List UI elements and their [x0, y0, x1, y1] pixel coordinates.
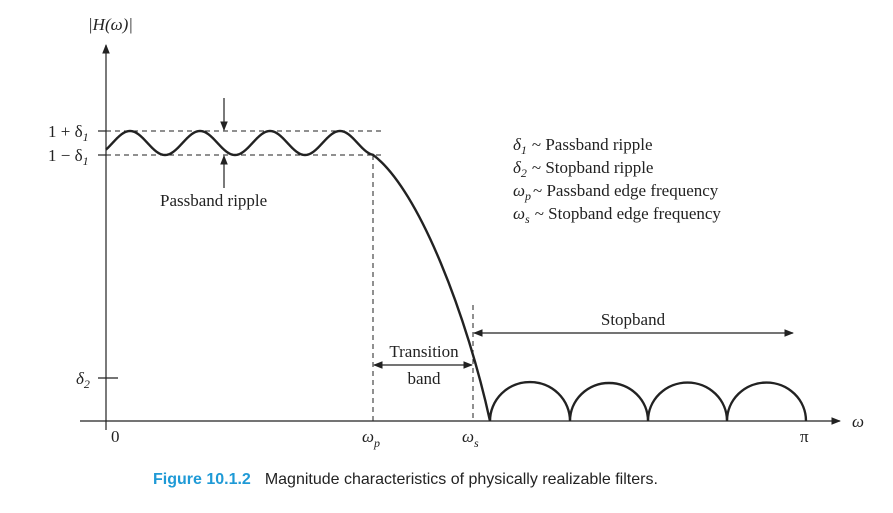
legend: δ1 ~ Passband ripple δ2 ~ Stopband ripple …	[513, 135, 721, 226]
annotation: Stopband	[601, 310, 666, 329]
annotation: band	[407, 369, 441, 388]
x-axis-label: ω	[852, 412, 864, 431]
x-tick-label: ωp	[362, 427, 380, 450]
annotation: Transition	[389, 342, 459, 361]
legend-entry: ωs ~ Stopband edge frequency	[513, 204, 721, 226]
legend-entry: δ1 ~ Passband ripple	[513, 135, 653, 157]
y-axis-label: |H(ω)|	[88, 15, 133, 34]
y-tick-label: δ2	[76, 369, 90, 391]
response-curve	[105, 129, 808, 422]
annotation: Passband ripple	[160, 191, 267, 210]
caption: Figure 10.1.2 Magnitude characteristics o…	[153, 471, 658, 488]
x-tick-label: 0	[111, 427, 120, 446]
x-tick-label: π	[800, 427, 809, 446]
legend-entry: ωp ~ Passband edge frequency	[513, 181, 719, 203]
x-tick-label: ωs	[462, 427, 479, 450]
y-tick-label: 1 + δ1	[48, 122, 89, 144]
y-tick-label: 1 − δ1	[48, 146, 89, 168]
legend-entry: δ2 ~ Stopband ripple	[513, 158, 653, 180]
